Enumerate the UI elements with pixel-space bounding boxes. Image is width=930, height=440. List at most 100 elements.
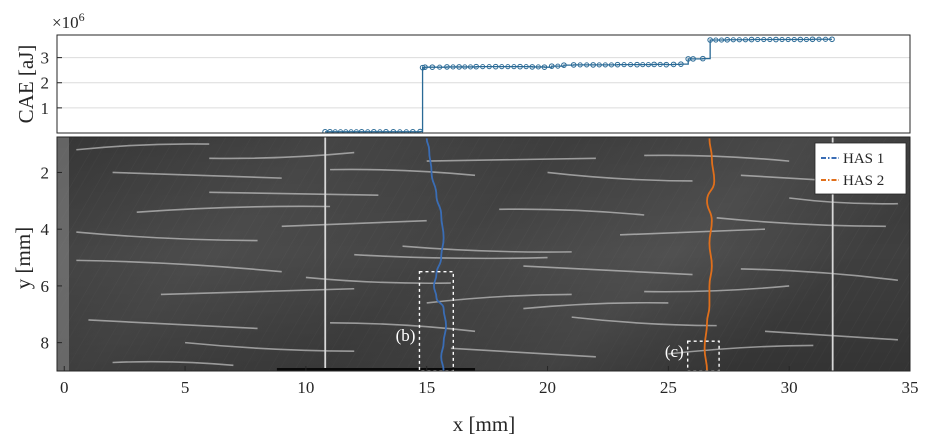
y-tick-label-2: 6 xyxy=(41,277,50,296)
cae-point-fill-16-1 xyxy=(535,64,541,70)
legend: HAS 1 HAS 2 xyxy=(814,142,907,195)
cae-point-8 xyxy=(419,64,426,71)
cae-point-29 xyxy=(690,56,696,62)
legend-box xyxy=(814,142,907,195)
cae-point-20 xyxy=(570,62,577,68)
y-axis-title: y [mm] xyxy=(11,227,35,289)
cae-point-fill-33-1 xyxy=(755,36,761,43)
cae-y-axis-title: CAE [aJ] xyxy=(14,45,38,124)
x-tick-label-2: 10 xyxy=(297,378,314,397)
crack-streak xyxy=(354,253,548,260)
dark-bar xyxy=(276,368,476,371)
cae-point-16 xyxy=(529,64,536,70)
crack-streak xyxy=(523,301,669,310)
crack-streak xyxy=(668,344,814,355)
crack-streak xyxy=(88,319,258,330)
cae-point-7 xyxy=(417,128,423,133)
cae-point-23 xyxy=(634,61,640,68)
inset-label-1: (c) xyxy=(665,342,684,361)
cae-point-fill-33-3 xyxy=(767,36,773,43)
crack-streak xyxy=(112,360,234,367)
legend-label-has-1: HAS 1 xyxy=(843,151,884,167)
cae-gridlines xyxy=(57,57,910,109)
crack-streak xyxy=(764,330,898,341)
cae-point-1 xyxy=(327,128,333,133)
cae-point-fill-20-1 xyxy=(577,62,583,68)
cae-point-fill-22-1 xyxy=(621,62,627,68)
crack-streak xyxy=(76,143,210,151)
cae-series-line-0 xyxy=(325,38,833,133)
cae-point-fill-3-1 xyxy=(377,129,383,133)
cae-point-fill-32-1 xyxy=(730,37,736,43)
micrograph-axes-box xyxy=(56,136,911,372)
cae-point-10 xyxy=(429,64,436,70)
cae-point-fill-32-3 xyxy=(742,37,749,43)
cae-point-36 xyxy=(809,36,816,43)
cae-point-fill-21-1 xyxy=(596,62,602,68)
cae-panel: 1 2 3 ×106 CAE [aJ] xyxy=(14,10,911,134)
cae-point-fill-24-1 xyxy=(657,61,663,67)
x-tick-label-6: 30 xyxy=(781,378,798,397)
cae-point-2 xyxy=(358,128,365,133)
legend-label-has-2: HAS 2 xyxy=(843,173,884,189)
cae-point-fill-36-2 xyxy=(822,36,829,42)
has-line-1 xyxy=(425,138,447,371)
crack-streak xyxy=(547,171,693,182)
cae-point-fill-33-2 xyxy=(761,36,767,43)
crack-streak xyxy=(136,205,331,213)
x-tick-label-0: 0 xyxy=(60,378,69,397)
cae-point-18 xyxy=(548,63,555,69)
cae-point-21 xyxy=(590,62,596,68)
cae-point-fill-13-2 xyxy=(486,64,492,70)
cae-point-34 xyxy=(773,36,779,43)
cae-point-fill-2-1 xyxy=(365,129,371,133)
cae-point-26 xyxy=(670,61,677,68)
cae-y-tick-label-1: 2 xyxy=(41,74,50,93)
crack-streak xyxy=(523,265,693,276)
has-series xyxy=(425,138,716,371)
cae-point-4 xyxy=(383,128,389,133)
cae-y-ticks: 1 2 3 xyxy=(41,49,62,118)
cae-point-fill-34-3 xyxy=(791,36,797,43)
cae-point-fill-20-2 xyxy=(584,62,590,68)
x-ticks: 0 5 10 15 20 25 30 35 xyxy=(60,366,919,397)
crack-streak xyxy=(209,191,379,196)
cae-point-30 xyxy=(700,55,706,62)
cae-point-fill-5-1 xyxy=(397,129,403,133)
cae-y-tick-label-2: 3 xyxy=(41,49,50,68)
cae-point-fill-1-2 xyxy=(337,129,344,133)
cae-point-fill-15-1 xyxy=(523,64,529,70)
y-tick-label-1: 4 xyxy=(41,220,50,239)
cae-point-fill-35-1 xyxy=(803,36,809,43)
x-axis-title: x [mm] xyxy=(453,412,515,436)
cae-point-fill-14-1 xyxy=(499,64,505,70)
crack-streak xyxy=(789,197,898,205)
cae-series xyxy=(322,36,835,133)
micrograph-shading xyxy=(57,137,910,371)
y-tick-label-0: 2 xyxy=(41,163,50,182)
cae-point-fill-14-3 xyxy=(511,64,517,70)
crack-streak xyxy=(644,154,790,162)
crack-streak xyxy=(402,245,572,253)
x-tick-label-7: 35 xyxy=(902,378,919,397)
crack-streak xyxy=(716,217,886,228)
cae-point-fill-21-3 xyxy=(608,62,615,68)
cae-point-fill-13-1 xyxy=(480,64,486,70)
cae-point-fill-5-2 xyxy=(403,129,409,133)
cae-point-15 xyxy=(517,63,523,70)
cae-point-fill-23-1 xyxy=(640,62,646,68)
cae-point-fill-12-2 xyxy=(467,64,474,70)
cae-point-14 xyxy=(492,63,499,70)
crack-streak xyxy=(499,208,645,216)
crack-streak xyxy=(426,157,596,162)
cae-point-19 xyxy=(561,62,567,68)
cae-point-33 xyxy=(748,36,755,43)
cae-point-27 xyxy=(678,61,684,67)
cae-point-9 xyxy=(422,64,428,70)
cae-point-fill-18-1 xyxy=(555,63,561,69)
cae-exponent-label: ×106 xyxy=(52,10,85,32)
micrograph-panel: (b) (c) 0 5 10 15 20 25 30 35 2 4 6 8 y [mm] x [mm]… xyxy=(11,136,919,436)
crack-streak xyxy=(571,316,717,327)
cae-point-35 xyxy=(797,36,804,43)
crack-streak xyxy=(160,287,355,296)
